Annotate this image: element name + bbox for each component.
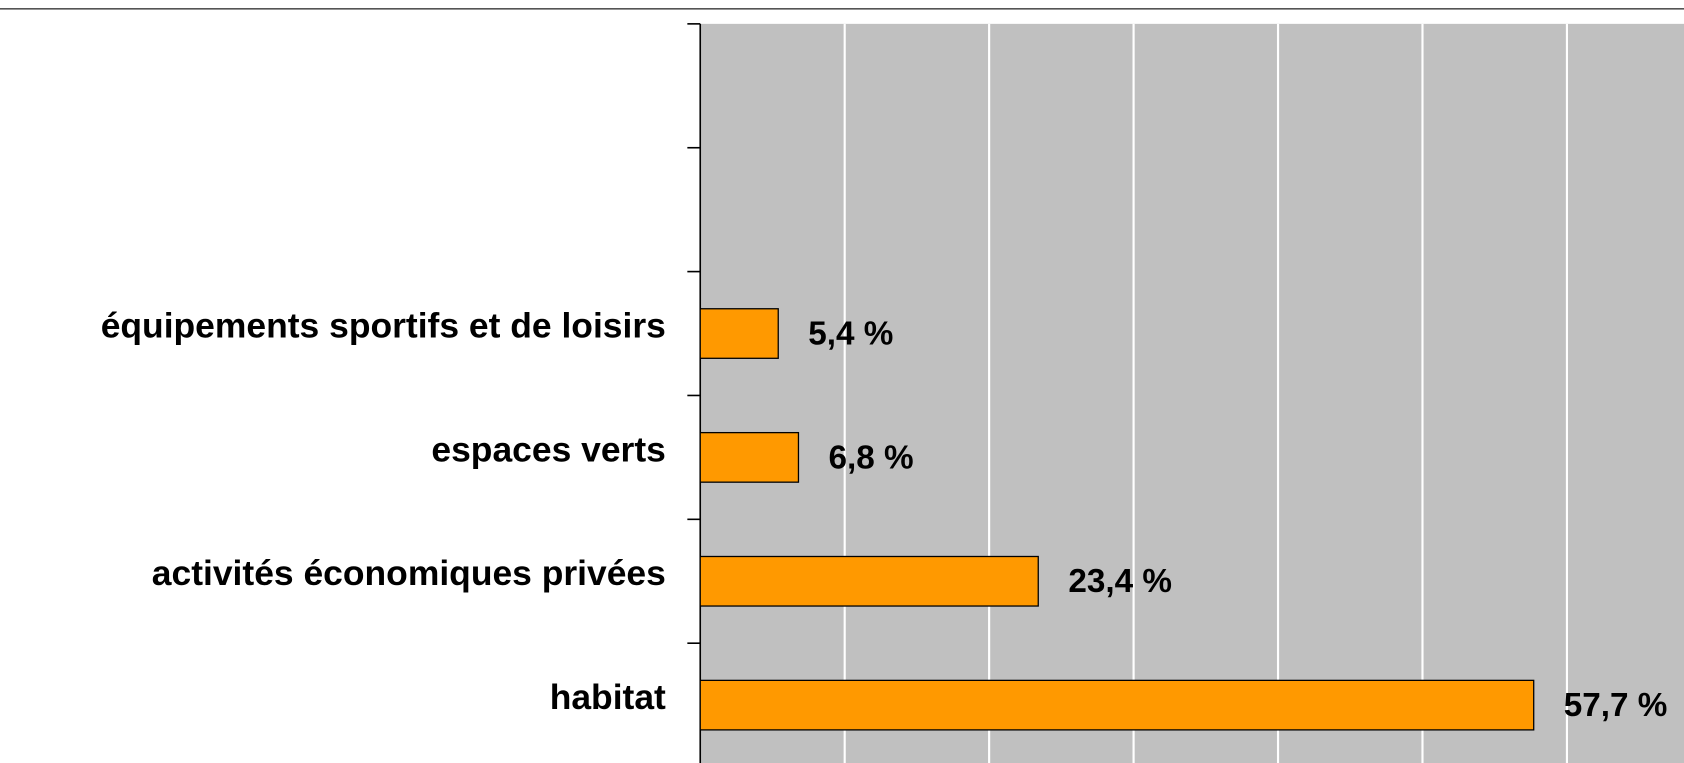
bar [699,555,1039,607]
category-label: habitat [550,677,666,717]
value-label: 5,4 % [808,315,893,352]
plot-area [700,23,1684,763]
category-label: équipements sportifs et de loisirs [101,306,666,346]
category-label: activités économiques privées [152,553,666,593]
bar [699,679,1535,731]
value-label: 23,4 % [1068,563,1172,600]
bar [699,308,779,359]
value-label: 6,8 % [829,439,914,476]
bar [699,431,800,483]
value-label: 57,7 % [1564,687,1668,724]
category-label: espaces verts [431,429,665,469]
